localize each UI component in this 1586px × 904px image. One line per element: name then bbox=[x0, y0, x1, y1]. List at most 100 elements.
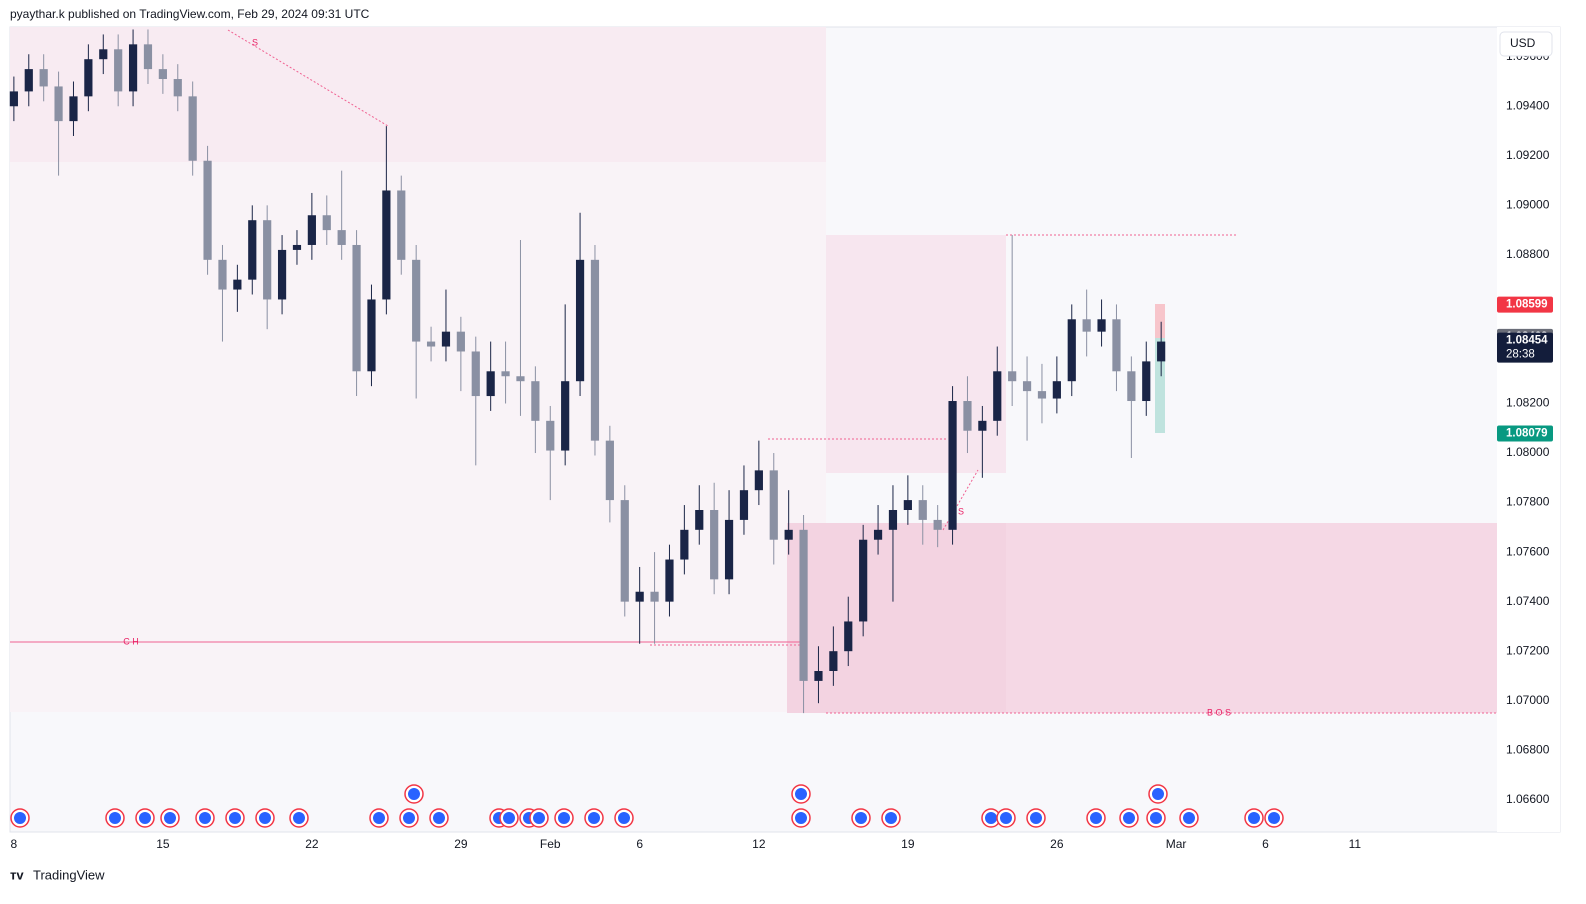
event-icon bbox=[618, 812, 630, 824]
candle-body bbox=[412, 259, 421, 342]
candle-body bbox=[248, 220, 257, 280]
event-icon bbox=[229, 812, 241, 824]
event-icon bbox=[164, 812, 176, 824]
candle-body bbox=[114, 49, 123, 92]
event-icon bbox=[1000, 812, 1012, 824]
candle-body bbox=[337, 230, 346, 245]
candle-body bbox=[84, 59, 93, 97]
candle-body bbox=[575, 259, 585, 382]
x-tick-label: Mar bbox=[1166, 837, 1187, 851]
candle-body bbox=[933, 519, 942, 530]
event-icon bbox=[855, 812, 867, 824]
annotation: C H bbox=[123, 636, 139, 646]
candle-body bbox=[650, 591, 659, 602]
candle-body bbox=[531, 381, 540, 421]
event-icon bbox=[14, 812, 26, 824]
chart-title: pyaythar.k published on TradingView.com,… bbox=[10, 7, 370, 21]
price-marker-label: 1.08599 bbox=[1506, 299, 1548, 311]
logo-icon: ᴛᴠ bbox=[10, 867, 24, 882]
zone bbox=[10, 162, 826, 712]
candle-body bbox=[471, 351, 480, 397]
candle-body bbox=[203, 160, 212, 260]
candle-body bbox=[888, 510, 898, 530]
y-tick-label: 1.09200 bbox=[1506, 148, 1550, 162]
event-icon bbox=[1150, 812, 1162, 824]
candle-body bbox=[1067, 319, 1076, 382]
annotation: S bbox=[252, 37, 258, 47]
candle-body bbox=[680, 529, 689, 560]
event-icon bbox=[139, 812, 151, 824]
event-icon bbox=[588, 812, 600, 824]
zone bbox=[787, 523, 1006, 713]
y-tick-label: 1.08000 bbox=[1506, 445, 1550, 459]
event-icon bbox=[533, 812, 545, 824]
candle-body bbox=[695, 510, 704, 530]
candle-body bbox=[24, 69, 33, 92]
candle-body bbox=[1097, 319, 1106, 332]
event-icon bbox=[1248, 812, 1260, 824]
candle-body bbox=[39, 69, 48, 87]
candle-body bbox=[829, 651, 838, 671]
x-tick-label: 11 bbox=[1349, 837, 1362, 851]
candle-body bbox=[173, 79, 182, 97]
candle-body bbox=[948, 401, 957, 530]
candle-body bbox=[769, 470, 778, 540]
x-tick-label: Feb bbox=[540, 837, 561, 851]
candle-body bbox=[352, 244, 361, 372]
candle-body bbox=[501, 371, 510, 377]
risk-zone bbox=[1155, 304, 1165, 338]
candle-body bbox=[859, 539, 868, 622]
x-tick-label: 15 bbox=[156, 837, 170, 851]
event-icon bbox=[795, 788, 807, 800]
y-tick-label: 1.06800 bbox=[1506, 742, 1550, 756]
footer: TradingView bbox=[33, 867, 105, 882]
candle-body bbox=[426, 341, 436, 347]
candle-body bbox=[665, 559, 674, 602]
event-icon bbox=[408, 788, 420, 800]
candle-body bbox=[1037, 391, 1047, 399]
currency-button[interactable] bbox=[1499, 31, 1553, 57]
candle-body bbox=[739, 490, 749, 520]
candle-body bbox=[1157, 341, 1166, 362]
candle-body bbox=[873, 529, 883, 540]
event-icon bbox=[1183, 812, 1195, 824]
candle-body bbox=[844, 621, 853, 652]
reward-zone bbox=[1155, 338, 1165, 433]
y-tick-label: 1.07400 bbox=[1506, 594, 1550, 608]
candle-body bbox=[397, 190, 406, 260]
price-marker bbox=[1497, 332, 1553, 363]
candle-body bbox=[620, 500, 629, 602]
dotted-line bbox=[227, 29, 389, 127]
candle-body bbox=[54, 86, 63, 122]
candle-body bbox=[710, 510, 719, 580]
candle-body bbox=[188, 96, 197, 161]
dotted-line bbox=[942, 469, 979, 531]
candle-body bbox=[322, 215, 331, 231]
candle-body bbox=[993, 371, 1002, 421]
candle-body bbox=[128, 44, 138, 92]
candle-body bbox=[1142, 361, 1151, 402]
candle-body bbox=[158, 69, 167, 80]
x-tick-label: 26 bbox=[1050, 837, 1064, 851]
candle-body bbox=[590, 259, 600, 441]
candle-body bbox=[233, 279, 242, 290]
candle-body bbox=[1008, 371, 1017, 382]
annotation: S bbox=[958, 506, 964, 516]
x-tick-label: 12 bbox=[752, 837, 766, 851]
event-icon bbox=[795, 812, 807, 824]
currency[interactable]: USD bbox=[1510, 36, 1536, 50]
event-icon bbox=[1152, 788, 1164, 800]
candle-body bbox=[441, 331, 451, 347]
price-marker bbox=[1497, 296, 1553, 313]
candle-body bbox=[307, 215, 316, 245]
annotation: B O S bbox=[1207, 707, 1231, 717]
candle-body bbox=[754, 470, 763, 491]
candle-body bbox=[486, 371, 495, 397]
event-icon bbox=[985, 812, 997, 824]
countdown: 28:38 bbox=[1506, 349, 1535, 361]
candle-body bbox=[1022, 381, 1032, 392]
candle-body bbox=[367, 299, 376, 372]
y-tick-label: 1.08800 bbox=[1506, 247, 1550, 261]
y-tick-label: 1.09000 bbox=[1506, 198, 1550, 212]
zone bbox=[826, 235, 1006, 473]
